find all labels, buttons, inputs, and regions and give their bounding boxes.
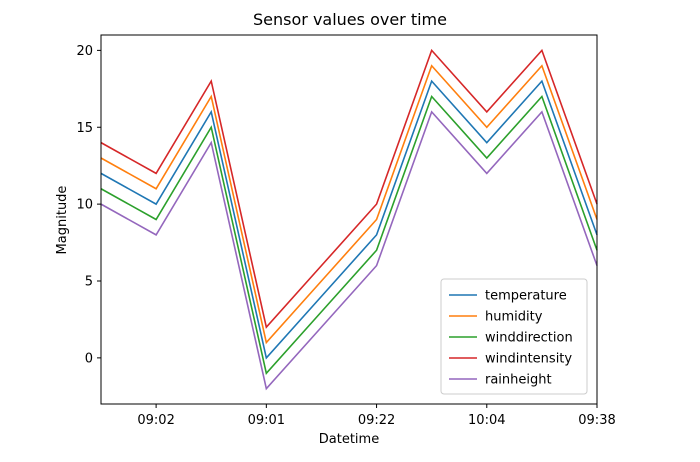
y-axis-label: Magnitude bbox=[55, 186, 70, 255]
x-tick-label: 09:22 bbox=[358, 413, 395, 428]
y-tick-label: 15 bbox=[76, 121, 93, 136]
y-tick-label: 20 bbox=[76, 44, 93, 59]
y-axis: 0 5 10 15 20 bbox=[76, 44, 101, 366]
legend-label-temperature: temperature bbox=[485, 289, 567, 304]
y-tick-label: 5 bbox=[85, 275, 93, 290]
plot-lines bbox=[100, 48, 598, 391]
legend-label-humidity: humidity bbox=[485, 310, 543, 325]
chart-title: Sensor values over time bbox=[253, 10, 447, 29]
legend: temperature humidity winddirection windinte… bbox=[440, 278, 588, 395]
legend-label-windintensity: windintensity bbox=[485, 352, 572, 367]
legend-label-rainheight: rainheight bbox=[485, 373, 552, 388]
x-axis-label: Datetime bbox=[319, 432, 379, 447]
x-tick-label: 09:01 bbox=[248, 413, 285, 428]
series-line-humidity bbox=[100, 64, 598, 345]
y-tick-label: 10 bbox=[76, 198, 93, 213]
plot-frame bbox=[100, 34, 598, 405]
x-tick-label: 09:02 bbox=[137, 413, 174, 428]
legend-label-winddirection: winddirection bbox=[485, 331, 573, 346]
series-line-winddirection bbox=[100, 94, 598, 375]
x-tick-label: 09:38 bbox=[578, 413, 615, 428]
series-line-rainheight bbox=[100, 110, 598, 391]
x-axis: 09:02 09:01 09:22 10:04 09:38 bbox=[137, 404, 616, 428]
x-tick-label: 10:04 bbox=[468, 413, 505, 428]
y-tick-label: 0 bbox=[85, 351, 93, 366]
series-line-temperature bbox=[100, 79, 598, 360]
series-line-windintensity bbox=[100, 48, 598, 329]
legend-box bbox=[440, 278, 588, 395]
